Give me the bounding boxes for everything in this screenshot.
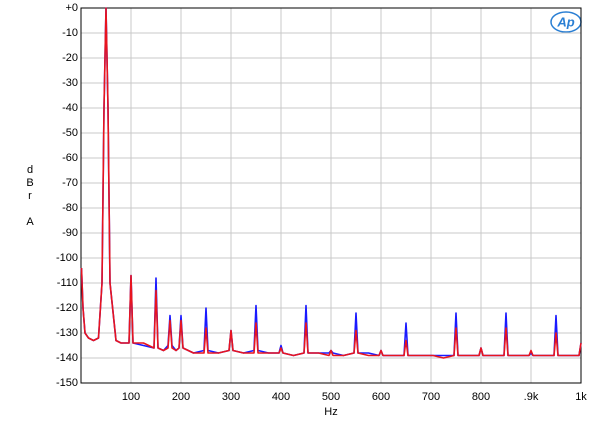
y-axis-label: A [26, 216, 34, 228]
y-tick-label: +0 [65, 2, 78, 14]
logo: Ap [556, 14, 574, 29]
y-tick-label: -60 [62, 152, 78, 164]
y-axis-label: d [27, 164, 33, 176]
y-tick-label: -40 [62, 102, 78, 114]
y-tick-label: -110 [57, 277, 78, 289]
y-tick-label: -50 [62, 127, 78, 139]
y-axis-label: r [28, 190, 32, 202]
x-axis-label: Hz [324, 406, 337, 418]
x-tick-label: 1k [575, 391, 587, 403]
x-tick-label: 400 [272, 391, 290, 403]
x-tick-label: 700 [422, 391, 440, 403]
y-tick-label: -100 [56, 252, 78, 264]
y-tick-label: -70 [62, 177, 78, 189]
x-tick-label: 500 [322, 391, 340, 403]
y-tick-label: -90 [62, 227, 78, 239]
y-tick-label: -130 [56, 327, 78, 339]
y-tick-label: -80 [62, 202, 78, 214]
y-tick-label: -120 [56, 302, 78, 314]
y-tick-label: -150 [56, 377, 78, 389]
x-tick-label: 600 [372, 391, 390, 403]
plot-frame [80, 7, 582, 384]
y-tick-label: -30 [62, 77, 78, 89]
y-tick-label: -10 [62, 27, 78, 39]
y-axis-label: B [26, 177, 33, 189]
x-tick-label: .9k [524, 391, 539, 403]
x-tick-label: 100 [122, 391, 140, 403]
series-line [80, 7, 582, 359]
y-tick-label: -20 [62, 52, 78, 64]
x-tick-label: 800 [472, 391, 490, 403]
y-tick-label: -140 [56, 352, 78, 364]
x-tick-label: 200 [172, 391, 190, 403]
x-tick-label: 300 [222, 391, 240, 403]
